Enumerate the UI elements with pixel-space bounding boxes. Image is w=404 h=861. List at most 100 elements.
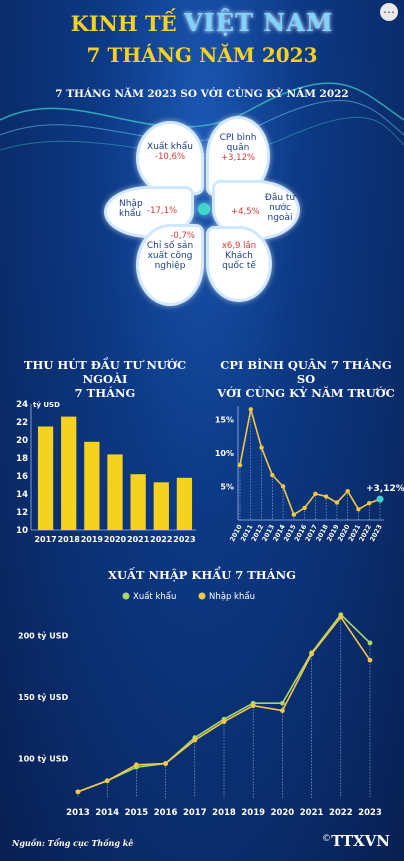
fdi-bar — [107, 454, 123, 530]
trade-y-tick: 200 tỷ USD — [18, 631, 69, 641]
cpi-line-chart: 5%10%15%20102011201220132014201520162017… — [215, 406, 404, 543]
trade-x-tick: 2018 — [212, 808, 236, 818]
petal-tourism: x6,9 lần Khách quốc tế — [206, 226, 272, 302]
cpi-point — [270, 472, 275, 478]
cpi-point — [345, 488, 350, 494]
flower-center — [198, 203, 210, 215]
fdi-x-tick: 2018 — [58, 535, 81, 544]
import-point — [280, 708, 285, 714]
petal-fdi-value: +4,5% — [231, 207, 260, 217]
cpi-title: CPI BÌNH QUÂN 7 THÁNG SO VỚI CÙNG KỲ NĂM… — [210, 358, 402, 400]
fdi-x-tick: 2022 — [150, 535, 172, 544]
fdi-x-tick: 2019 — [81, 535, 104, 544]
petal-industry-value: -0,7% — [170, 231, 195, 241]
fdi-title: THU HÚT ĐẦU TƯ NƯỚC NGOÀI 7 THÁNG — [8, 358, 202, 400]
fdi-title-line2: 7 THÁNG — [74, 386, 136, 400]
fdi-x-tick: 2023 — [173, 535, 195, 544]
cpi-point — [248, 407, 253, 412]
import-point — [338, 614, 344, 620]
petal-export: Xuất khẩu -10,6% — [136, 121, 204, 195]
import-point — [104, 778, 110, 784]
cpi-point — [237, 462, 243, 468]
trade-x-tick: 2020 — [271, 808, 295, 818]
cpi-callout: +3,12% — [366, 484, 404, 494]
trade-x-tick: 2023 — [358, 808, 382, 818]
import-point — [134, 762, 139, 768]
cpi-point — [259, 445, 264, 450]
fdi-x-tick: 2021 — [127, 535, 150, 544]
trade-x-tick: 2017 — [183, 808, 207, 818]
cpi-series-line — [239, 409, 381, 516]
fdi-y-tick: 22 — [16, 418, 28, 428]
copyright-icon: © — [322, 834, 331, 844]
fdi-bar — [176, 477, 193, 530]
cpi-point — [313, 491, 318, 497]
cpi-title-line1: CPI BÌNH QUÂN 7 THÁNG SO — [220, 358, 392, 386]
fdi-bar — [37, 426, 54, 530]
cpi-title-line2: VỚI CÙNG KỲ NĂM TRƯỚC — [217, 386, 395, 400]
cpi-point — [356, 507, 361, 512]
legend-export-label: Xuất khẩu — [133, 591, 176, 602]
legend-export-marker — [122, 592, 130, 600]
more-options-icon[interactable]: ⋯ — [380, 3, 398, 21]
cpi-y-tick: 5% — [220, 482, 234, 491]
petal-industry: -0,7% Chỉ số sản xuất công nghiệp — [136, 224, 204, 306]
import-point — [163, 761, 169, 766]
fdi-x-tick: 2020 — [104, 535, 127, 544]
fdi-unit-label: tỷ USD — [33, 400, 60, 409]
cpi-point — [291, 512, 297, 517]
petal-import: Nhập khẩu -17,1% — [104, 186, 194, 238]
cpi-point — [367, 501, 372, 506]
trade-x-tick: 2014 — [95, 808, 119, 818]
fdi-title-line1: THU HÚT ĐẦU TƯ NƯỚC NGOÀI — [23, 358, 187, 386]
export-point — [280, 700, 285, 706]
fdi-bar — [61, 416, 77, 530]
source-note: Nguồn: Tổng cục Thống kê — [12, 838, 134, 848]
import-point — [367, 657, 373, 663]
petal-export-value: -10,6% — [154, 152, 186, 162]
page-title-period: 7 THÁNG NĂM 2023 — [86, 43, 318, 67]
fdi-x-tick: 2017 — [34, 535, 56, 544]
fdi-y-tick: 12 — [16, 508, 28, 518]
fdi-y-tick: 14 — [16, 490, 28, 500]
petal-industry-label: Chỉ số sản xuất công nghiệp — [146, 241, 194, 271]
import-point — [221, 719, 227, 725]
cpi-point — [376, 495, 384, 503]
fdi-bar — [153, 482, 169, 530]
import-point — [250, 703, 256, 709]
trade-x-tick: 2016 — [154, 808, 178, 818]
import-point — [309, 651, 314, 657]
petal-cpi-value: +3,12% — [220, 153, 256, 163]
legend-import-marker — [198, 592, 206, 600]
petal-import-label: Nhập khẩu — [119, 199, 143, 219]
trade-x-tick: 2013 — [66, 808, 90, 818]
fdi-y-tick: 10 — [16, 526, 28, 536]
petal-export-label: Xuất khẩu — [147, 142, 193, 152]
petal-tourism-value: x6,9 lần — [221, 241, 257, 251]
petal-import-value: -17,1% — [147, 206, 178, 216]
trade-y-tick: 150 tỷ USD — [18, 692, 69, 702]
legend-import-label: Nhập khẩu — [209, 591, 255, 602]
cpi-point — [302, 505, 307, 511]
cpi-point — [334, 500, 340, 505]
fdi-y-tick: 20 — [16, 436, 28, 446]
trade-title: XUẤT NHẬP KHẨU 7 THÁNG — [108, 568, 296, 582]
fdi-y-tick: 24 — [16, 400, 28, 410]
title-highlight: VIỆT NAM — [183, 8, 334, 37]
import-point — [75, 789, 81, 795]
export-point — [367, 640, 373, 646]
trade-x-tick: 2015 — [125, 808, 149, 818]
petal-tourism-label: Khách quốc tế — [222, 251, 256, 271]
cpi-y-tick: 15% — [215, 415, 234, 424]
page-title: KINH TẾ VIỆT NAM — [0, 8, 404, 37]
petal-fdi-label: Đầu tư nước ngoài — [264, 193, 296, 223]
trade-x-tick: 2021 — [300, 808, 324, 818]
import-point — [192, 737, 198, 743]
trade-line-chart: Xuất khẩu Nhập khẩu 100 tỷ USD 150 tỷ USD 20… — [18, 591, 382, 818]
fdi-y-tick: 16 — [16, 472, 28, 482]
fdi-y-tick: 18 — [16, 454, 28, 464]
trade-x-tick: 2019 — [241, 808, 265, 818]
trade-y-tick: 100 tỷ USD — [18, 754, 69, 764]
